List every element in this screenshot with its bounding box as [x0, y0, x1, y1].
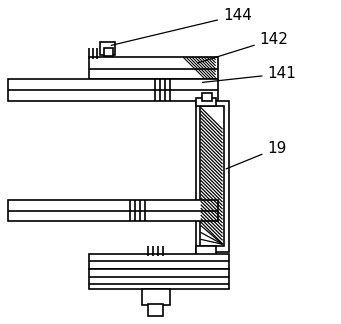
- Polygon shape: [89, 254, 229, 269]
- Text: 141: 141: [203, 66, 296, 82]
- Polygon shape: [100, 42, 116, 55]
- Polygon shape: [196, 98, 216, 107]
- Polygon shape: [200, 107, 224, 246]
- Polygon shape: [202, 93, 212, 100]
- Polygon shape: [104, 48, 113, 56]
- Polygon shape: [196, 246, 216, 256]
- Polygon shape: [9, 200, 218, 222]
- Polygon shape: [196, 100, 229, 252]
- Polygon shape: [148, 304, 163, 316]
- Polygon shape: [89, 57, 218, 79]
- Polygon shape: [142, 289, 170, 305]
- Text: 19: 19: [226, 141, 287, 169]
- Text: 142: 142: [197, 31, 288, 63]
- Polygon shape: [89, 269, 229, 289]
- Polygon shape: [9, 79, 218, 100]
- Text: 144: 144: [111, 8, 252, 45]
